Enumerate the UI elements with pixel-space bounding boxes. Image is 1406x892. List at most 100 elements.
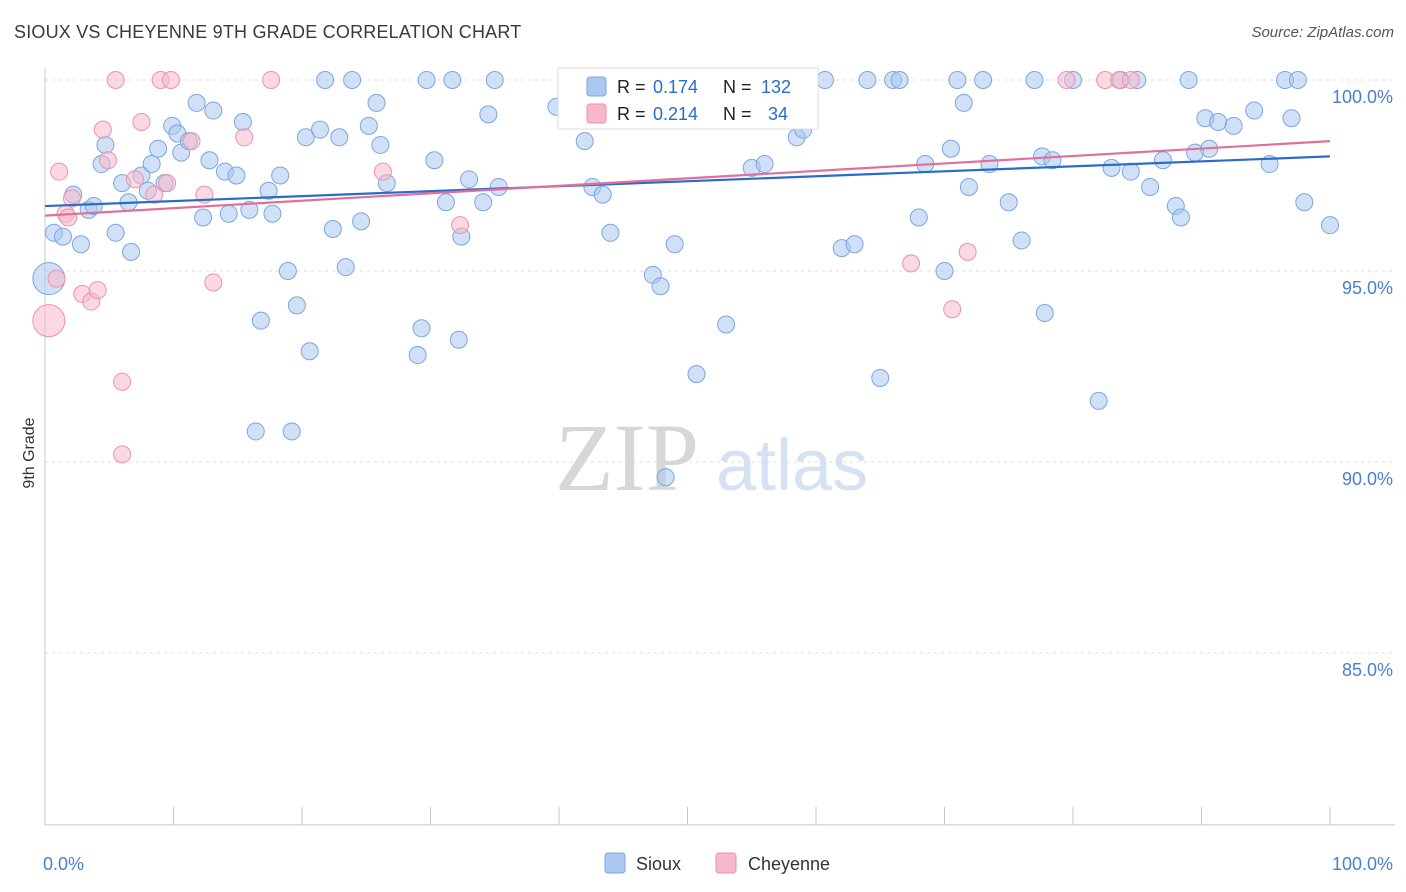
cheyenne-point (145, 185, 164, 204)
sioux-point (593, 185, 612, 204)
sioux-point (443, 71, 462, 89)
cheyenne-point (902, 254, 921, 273)
sioux-point (1209, 113, 1228, 132)
axes: 100.0% 95.0% 90.0% 85.0% 0.0% 100.0% (43, 68, 1395, 874)
sioux-trend-line (44, 155, 1331, 208)
cheyenne-point (88, 281, 107, 300)
sioux-point (200, 151, 219, 170)
sioux-point (323, 219, 342, 238)
cheyenne-point (204, 273, 223, 292)
sioux-point (909, 208, 928, 227)
sioux-point (948, 71, 967, 89)
sioux-point (106, 223, 125, 242)
sioux-point (871, 368, 890, 387)
sioux-point (1288, 71, 1307, 89)
sioux-point (300, 342, 319, 361)
sioux-point (999, 193, 1018, 212)
stats-legend: R = 0.174 N = 132 R = 0.214 N = 34 (557, 67, 819, 130)
sioux-point (1295, 193, 1314, 212)
sioux-point (575, 132, 594, 151)
sioux-point (1141, 177, 1160, 196)
cheyenne-r-label: R = (617, 104, 646, 124)
sioux-point (352, 212, 371, 231)
y-tick-label: 90.0% (1342, 469, 1393, 489)
grid-lines (45, 79, 1395, 654)
sioux-point (845, 235, 864, 254)
sioux-point (601, 223, 620, 242)
sioux-point (651, 277, 670, 296)
sioux-point (412, 319, 431, 338)
cheyenne-point (943, 300, 962, 319)
sioux-point (259, 181, 278, 200)
sioux-point (1245, 101, 1264, 120)
sioux-r-label: R = (617, 77, 646, 97)
sioux-point (935, 262, 954, 280)
sioux-point (1102, 158, 1121, 177)
sioux-point (449, 330, 468, 349)
sioux-point (122, 242, 141, 261)
sioux-point (142, 155, 161, 174)
cheyenne-point (32, 304, 66, 338)
bottom-legend: Sioux Cheyenne (604, 852, 830, 874)
sioux-point (1035, 304, 1054, 323)
sioux-point (271, 166, 290, 185)
source-label: Source: ZipAtlas.com (1251, 24, 1394, 41)
x-tick-label: 100.0% (1332, 854, 1393, 874)
sioux-point (194, 208, 213, 227)
sioux-point (263, 204, 282, 223)
sioux-point (219, 204, 238, 223)
sioux-point (53, 227, 72, 246)
y-tick-label: 95.0% (1342, 278, 1393, 298)
sioux-point (1121, 162, 1140, 181)
sioux-point (425, 151, 444, 170)
sioux-point (1224, 116, 1243, 135)
cheyenne-point (451, 216, 470, 235)
sioux-point (187, 93, 206, 112)
sioux-point (815, 71, 834, 89)
cheyenne-point (125, 170, 144, 189)
cheyenne-point (373, 162, 392, 181)
legend-label-sioux: Sioux (636, 854, 681, 874)
sioux-point (959, 177, 978, 196)
cheyenne-point (182, 132, 201, 151)
sioux-point (974, 71, 993, 89)
sioux-point (1179, 71, 1198, 89)
sioux-point (687, 365, 706, 384)
sioux-point (474, 193, 493, 212)
sioux-point (330, 128, 349, 147)
sioux-point (436, 193, 455, 212)
x-tick-label: 0.0% (43, 854, 84, 874)
sioux-point (1282, 109, 1301, 128)
sioux-point (282, 422, 301, 441)
sioux-point (287, 296, 306, 315)
sioux-point (310, 120, 329, 139)
sioux-point (1089, 391, 1108, 410)
cheyenne-point (1057, 71, 1076, 89)
sioux-point (485, 71, 504, 89)
watermark-zip: ZIP (555, 404, 699, 511)
cheyenne-stat-swatch (586, 103, 607, 124)
sioux-point (665, 235, 684, 254)
cheyenne-point (1121, 71, 1140, 89)
sioux-point (233, 113, 252, 132)
cheyenne-point (50, 162, 69, 181)
sioux-point (71, 235, 90, 254)
sioux-point (1321, 216, 1339, 235)
sioux-r-value: 0.174 (653, 77, 698, 97)
sioux-point (251, 311, 270, 330)
sioux-point (755, 155, 774, 174)
sioux-point (858, 71, 877, 89)
sioux-point (1171, 208, 1190, 227)
sioux-point (296, 128, 315, 147)
sioux-point (656, 468, 675, 487)
sioux-point (204, 101, 223, 120)
sioux-point (408, 346, 427, 365)
trend-lines (44, 140, 1331, 217)
sioux-point (336, 258, 355, 277)
sioux-point (1025, 71, 1044, 89)
cheyenne-point (958, 242, 977, 261)
sioux-point (96, 135, 115, 154)
watermark-atlas: atlas (716, 426, 868, 506)
cheyenne-point (47, 269, 66, 288)
